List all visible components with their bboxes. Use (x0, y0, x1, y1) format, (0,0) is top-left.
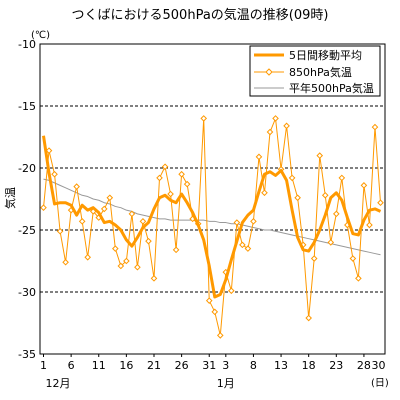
data-point-850hpa (45, 147, 53, 154)
y-tick-label: -35 (18, 348, 36, 361)
data-point-850hpa (78, 218, 86, 225)
data-point-850hpa (377, 199, 384, 207)
y-axis-label: 気温 (3, 187, 17, 209)
series-line-2 (43, 178, 381, 256)
x-tick-label: 23 (329, 359, 343, 372)
data-point-850hpa (51, 170, 58, 178)
data-point-850hpa (338, 174, 346, 182)
legend: 5日間移動平均 850hPa気温 平年500hPa気温 (249, 45, 381, 97)
x-tick-label: 16 (119, 359, 133, 372)
data-point-850hpa (139, 218, 147, 225)
data-point-850hpa (156, 174, 163, 182)
data-point-850hpa (106, 194, 114, 202)
data-point-850hpa (150, 275, 158, 282)
data-point-850hpa (233, 219, 241, 226)
data-point-850hpa (216, 332, 224, 339)
data-point-850hpa (261, 189, 268, 197)
data-point-850hpa (56, 227, 64, 235)
data-point-850hpa (117, 262, 125, 270)
data-point-850hpa (366, 221, 373, 229)
x-tick-label: 13 (274, 359, 288, 372)
x-tick-label: 28 (357, 359, 371, 372)
data-point-850hpa (205, 297, 213, 304)
data-point-850hpa (62, 258, 69, 266)
data-point-850hpa (73, 183, 80, 190)
y-tick-label: -30 (18, 286, 36, 299)
x-tick-label: 26 (175, 359, 189, 372)
data-point-850hpa (100, 205, 108, 213)
series-layer (40, 115, 384, 339)
legend-label-850hpa: 850hPa気温 (289, 65, 352, 79)
x-tick-label: 30 (372, 359, 386, 372)
y-tick-label: -10 (18, 38, 36, 51)
chart-title: つくばにおける500hPaの気温の推移(09時) (72, 7, 329, 23)
legend-marker-850hpa (265, 68, 273, 76)
data-point-850hpa (172, 246, 180, 254)
data-point-850hpa (332, 210, 340, 218)
data-point-850hpa (288, 174, 296, 182)
data-point-850hpa (355, 275, 362, 282)
x-tick-label: 6 (68, 359, 75, 372)
data-point-850hpa (200, 115, 208, 122)
data-point-850hpa (327, 239, 335, 246)
x-tick-label: 1 (40, 359, 47, 372)
month-label: 12月 (46, 377, 71, 390)
data-point-850hpa (123, 257, 130, 265)
data-point-850hpa (167, 190, 174, 198)
x-tick-label: 3 (222, 359, 229, 372)
data-point-850hpa (321, 191, 329, 199)
data-point-850hpa (40, 204, 47, 211)
data-point-850hpa (283, 122, 290, 130)
data-point-850hpa (371, 123, 379, 131)
data-point-850hpa (360, 182, 368, 189)
data-point-850hpa (84, 253, 92, 261)
y-unit-label: (℃) (31, 30, 50, 41)
x-unit-label: (日) (371, 378, 389, 389)
data-point-850hpa (305, 314, 312, 322)
gridlines (40, 105, 385, 293)
data-point-850hpa (250, 218, 257, 225)
data-point-850hpa (183, 180, 191, 188)
data-point-850hpa (316, 152, 324, 159)
data-point-850hpa (228, 287, 235, 295)
y-tick-label: -20 (18, 162, 36, 175)
data-point-850hpa (294, 194, 301, 202)
month-label: 1月 (217, 377, 235, 390)
x-tick-label: 31 (202, 359, 216, 372)
x-tick-label: 21 (147, 359, 161, 372)
y-tick-label: -15 (18, 100, 36, 113)
data-point-850hpa (244, 245, 252, 252)
data-point-850hpa (272, 115, 279, 122)
x-tick-label: 11 (92, 359, 106, 372)
data-point-850hpa (349, 255, 357, 262)
data-point-850hpa (255, 153, 263, 161)
y-ticks: -10 -15 -20 -25 -30 -35 (18, 38, 36, 361)
data-point-850hpa (128, 210, 136, 218)
data-point-850hpa (239, 241, 246, 249)
data-point-850hpa (161, 163, 169, 171)
data-point-850hpa (145, 237, 152, 245)
legend-label-moving-average: 5日間移動平均 (289, 48, 362, 62)
data-point-850hpa (266, 128, 274, 136)
legend-label-normal: 平年500hPa気温 (289, 81, 374, 95)
data-point-850hpa (310, 255, 318, 262)
data-point-850hpa (178, 170, 185, 178)
data-point-850hpa (112, 245, 119, 252)
data-point-850hpa (134, 263, 141, 271)
series-line-0 (42, 135, 382, 299)
data-point-850hpa (211, 308, 219, 316)
x-tick-label: 18 (302, 359, 316, 372)
y-tick-label: -25 (18, 224, 36, 237)
x-tick-label: 8 (250, 359, 257, 372)
